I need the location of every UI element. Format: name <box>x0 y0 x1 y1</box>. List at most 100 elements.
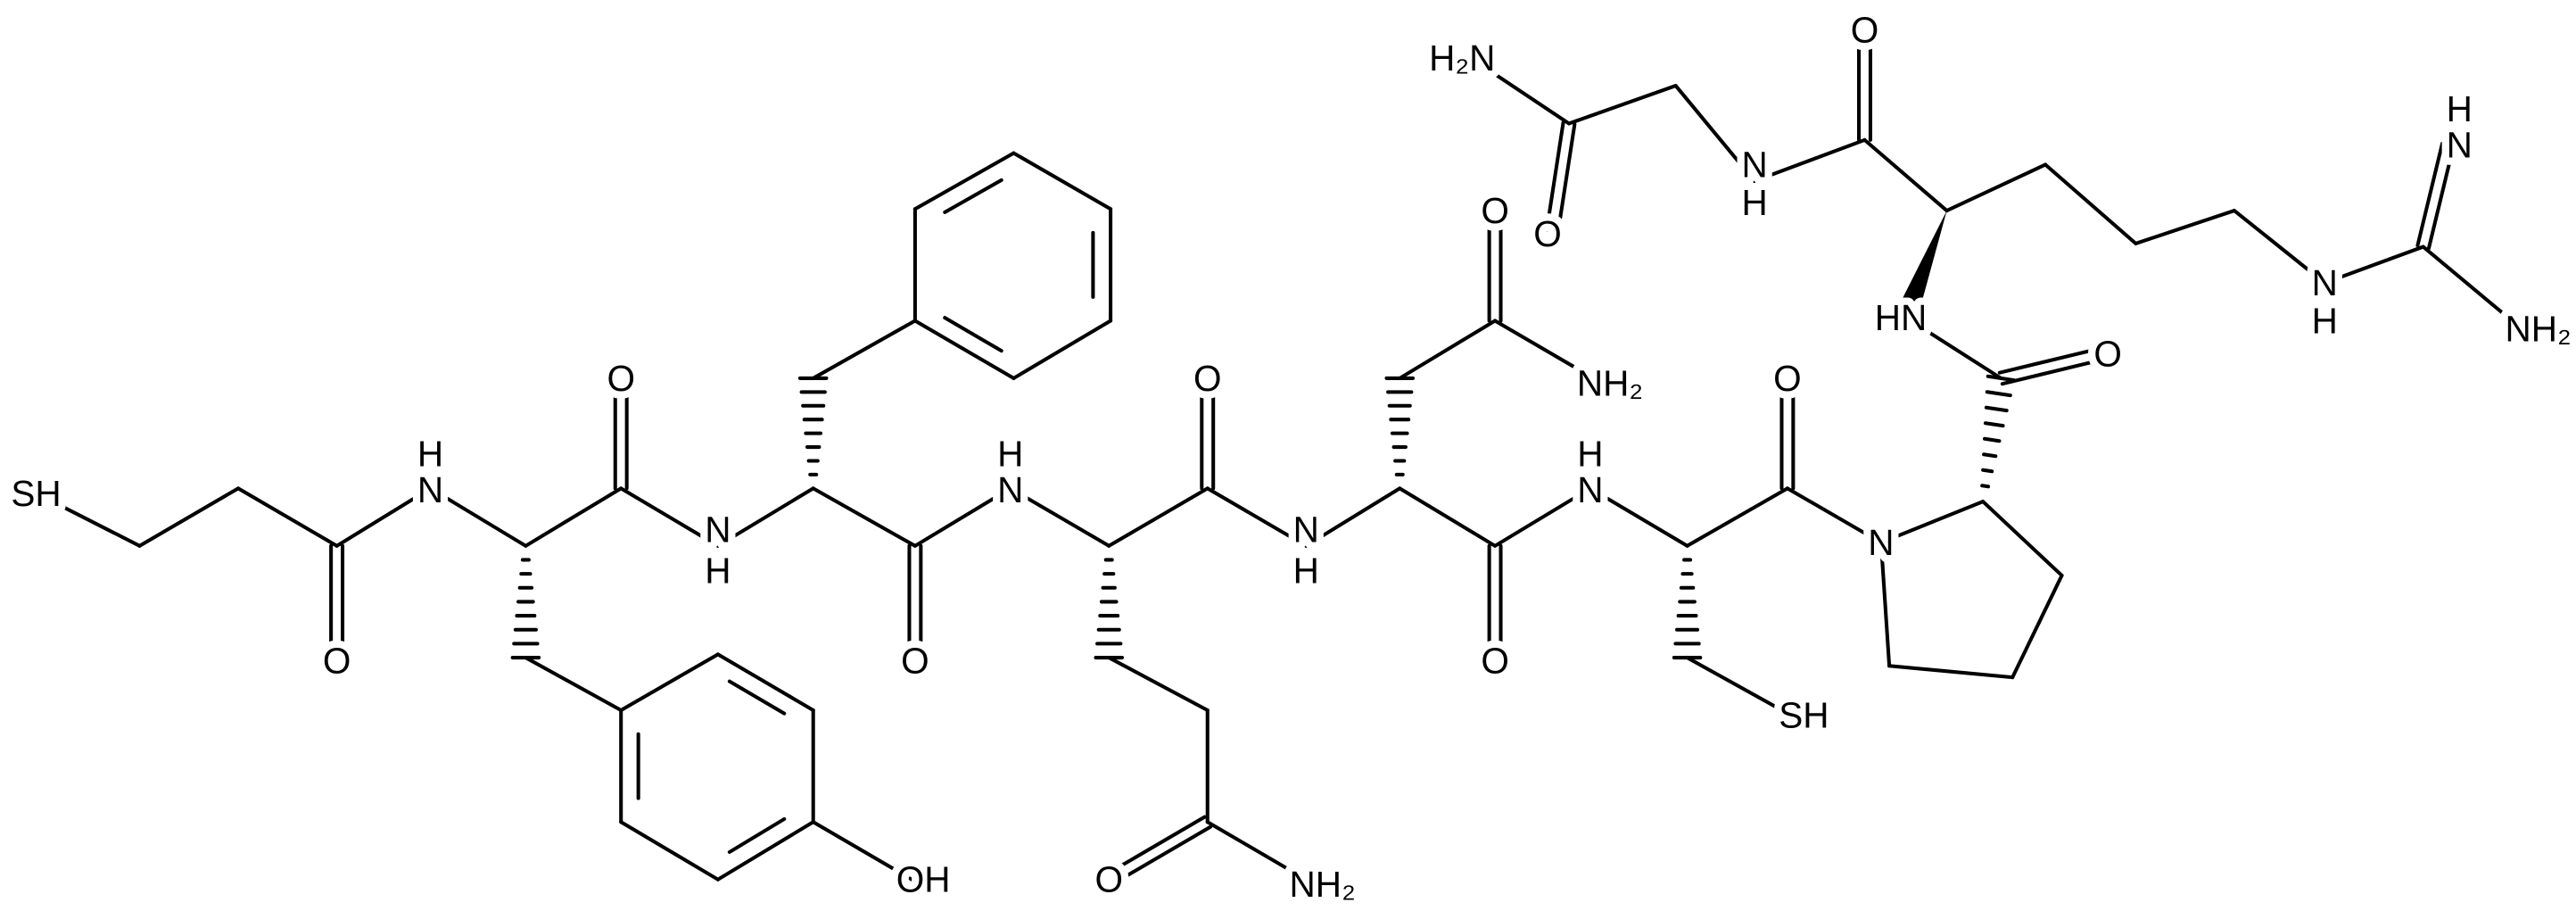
bond <box>1205 820 1309 882</box>
atom-label: H₂N <box>1429 37 1495 79</box>
bond <box>1008 486 1111 548</box>
bond <box>1944 162 2048 213</box>
hash-bond <box>1983 436 2002 443</box>
bond <box>334 486 433 548</box>
bond <box>1862 137 1949 213</box>
hash-bond <box>1982 452 1998 459</box>
bond <box>1588 486 1689 548</box>
bond <box>2010 573 2064 680</box>
bond <box>1903 315 2003 380</box>
bond <box>2043 162 2138 245</box>
hash-bond <box>1981 468 1994 474</box>
bond <box>1398 486 1498 548</box>
bond <box>1493 486 1592 548</box>
bond <box>2426 144 2456 251</box>
bond <box>943 178 1003 214</box>
atom-label: O <box>901 641 929 682</box>
bond <box>811 820 914 882</box>
atom-label: NH₂ <box>1290 864 1356 905</box>
bond <box>715 486 815 548</box>
bond <box>137 486 241 548</box>
bond <box>943 316 1003 353</box>
bond <box>715 652 815 713</box>
hash-bond <box>1980 484 1991 489</box>
bond <box>912 319 1016 380</box>
atom-label: O <box>1773 358 1802 399</box>
atom-label: H <box>1293 550 1319 591</box>
bond <box>524 656 623 713</box>
bond <box>1685 656 1793 717</box>
atom-label: H <box>1577 434 1603 475</box>
wedge-bond <box>1895 211 1947 322</box>
atom-label: O <box>1851 9 1879 50</box>
atom-label: H <box>1741 182 1767 223</box>
bond <box>236 486 339 548</box>
atom-label: N <box>2447 124 2473 165</box>
bond <box>2421 244 2524 331</box>
bond <box>428 486 528 548</box>
bond <box>811 486 917 548</box>
atom-label: O <box>607 358 635 399</box>
bond <box>912 151 1016 211</box>
bond <box>2000 357 2107 386</box>
atom-label: H <box>705 550 731 591</box>
bond <box>1493 319 1596 380</box>
bond <box>1785 486 1883 545</box>
atom-label: H <box>2447 88 2473 129</box>
bond <box>1997 346 2104 375</box>
bond <box>34 491 142 548</box>
atom-label: O <box>1481 190 1509 231</box>
bond <box>1545 120 1565 232</box>
atom-label: N <box>2312 262 2338 303</box>
bond <box>1110 824 1213 887</box>
atom-label: O <box>1094 859 1123 900</box>
bond <box>1011 319 1113 380</box>
bond <box>1878 500 1986 545</box>
bond <box>811 319 917 380</box>
bond <box>619 820 720 882</box>
bond <box>1398 319 1498 380</box>
bond <box>912 486 1012 548</box>
bond <box>2415 141 2445 248</box>
atom-label: H <box>997 434 1023 475</box>
bond <box>1103 815 1207 877</box>
atom-label: N <box>1293 509 1319 550</box>
bond <box>1468 55 1571 126</box>
atom-label: H <box>417 434 443 475</box>
bond <box>524 486 623 548</box>
atom-label: O <box>1533 213 1562 254</box>
atom-label: SH <box>1779 695 1829 736</box>
atom-label: H <box>2312 300 2338 341</box>
atom-label: NH₂ <box>1577 362 1643 403</box>
bond <box>1685 486 1789 548</box>
atom-label: O <box>1481 641 1509 682</box>
bond <box>619 652 720 713</box>
bond <box>1205 486 1309 548</box>
atom-label: SH <box>11 473 61 514</box>
atom-label: HN <box>1875 297 1928 338</box>
bond <box>619 486 720 548</box>
bond <box>1887 664 2015 680</box>
hash-bond <box>1985 390 2012 398</box>
bond <box>1107 656 1210 713</box>
atom-label: O <box>1193 358 1222 399</box>
bond <box>1753 137 1867 183</box>
hash-bond <box>1984 405 2009 413</box>
bond <box>2232 209 2327 286</box>
atom-label: N <box>997 469 1023 510</box>
atom-label: N <box>1868 522 1894 563</box>
bond <box>1566 84 1678 126</box>
bonds <box>34 28 2524 887</box>
bond <box>1011 151 1113 211</box>
atom-label: O <box>2093 333 2122 374</box>
atom-label: N <box>417 469 443 510</box>
bond <box>2134 209 2236 245</box>
atom-label: N <box>1741 144 1767 185</box>
bond <box>727 679 787 716</box>
bond <box>1981 500 2064 577</box>
bond <box>1673 84 1757 183</box>
bond <box>1878 541 1892 668</box>
atom-label: N <box>1577 469 1603 510</box>
